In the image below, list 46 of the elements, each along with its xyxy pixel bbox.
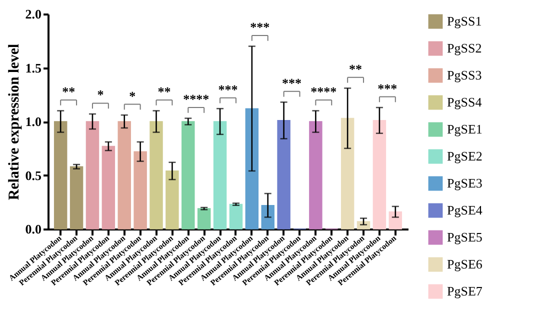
bar xyxy=(54,121,68,230)
annotation: *** xyxy=(378,80,398,96)
annotation: **** xyxy=(310,84,337,99)
y-tick-label: 2.0 xyxy=(25,6,42,22)
legend-label: PgSE6 xyxy=(447,256,483,272)
bar xyxy=(245,108,259,230)
annotation: *** xyxy=(218,82,238,97)
legend-label: PgSE1 xyxy=(447,122,482,136)
annotation: *** xyxy=(250,20,270,34)
bar xyxy=(182,121,195,230)
bar xyxy=(388,211,402,230)
legend-label: PgSS4 xyxy=(447,94,482,110)
annotation: * xyxy=(97,87,104,102)
y-tick-label: 0.0 xyxy=(25,222,42,236)
bar xyxy=(134,151,147,230)
bar xyxy=(261,204,274,230)
legend-label: PgSE7 xyxy=(447,284,483,298)
annotation: ** xyxy=(349,61,362,76)
legend-label: PgSS2 xyxy=(447,40,482,56)
annotation: ** xyxy=(62,84,76,99)
annotation: ** xyxy=(158,84,171,99)
bar xyxy=(277,120,290,230)
bar xyxy=(340,118,354,230)
y-tick-label: 1.5 xyxy=(25,60,42,76)
y-tick-label: 0.5 xyxy=(25,168,42,183)
bar xyxy=(197,208,211,230)
annotation: * xyxy=(129,88,136,104)
annotation: **** xyxy=(183,92,210,107)
legend-label: PgSE2 xyxy=(447,148,482,164)
legend-label: PgSS1 xyxy=(447,14,482,28)
bar xyxy=(86,121,100,230)
legend-label: PgSS3 xyxy=(447,68,482,82)
bar xyxy=(372,120,386,230)
bar xyxy=(102,146,116,230)
annotation: *** xyxy=(282,75,302,90)
legend-label: PgSE4 xyxy=(447,202,483,218)
legend-label: PgSE3 xyxy=(447,176,482,190)
bar xyxy=(213,121,227,230)
y-axis-title: Relative expression level xyxy=(6,44,22,200)
legend-label: PgSE5 xyxy=(447,230,482,244)
bar xyxy=(309,121,322,230)
bar xyxy=(118,121,131,230)
bar xyxy=(166,170,179,230)
y-tick-label: 1.0 xyxy=(25,114,42,129)
bar xyxy=(150,121,163,230)
bar xyxy=(229,204,243,230)
